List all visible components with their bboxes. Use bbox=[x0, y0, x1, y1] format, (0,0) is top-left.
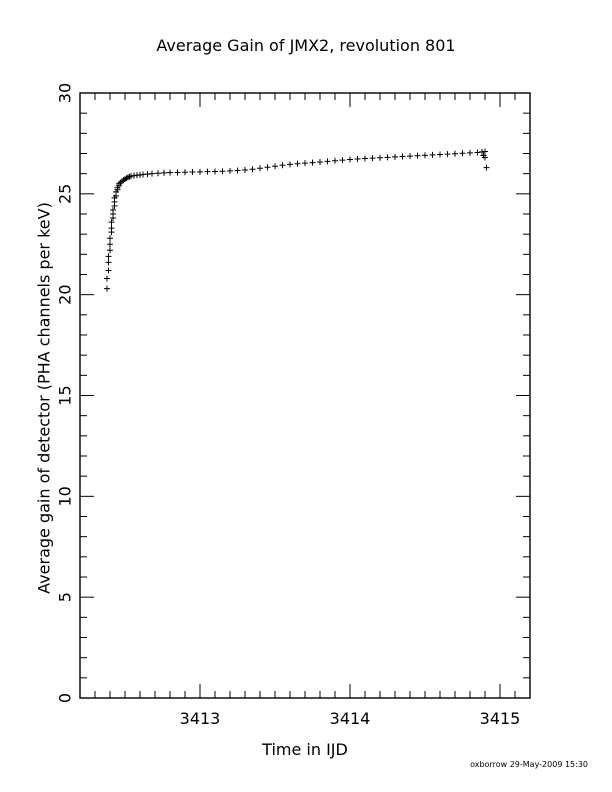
data-point bbox=[264, 164, 271, 171]
data-point bbox=[107, 247, 113, 254]
data-point bbox=[483, 164, 490, 171]
data-point bbox=[482, 154, 488, 161]
data-point bbox=[392, 153, 398, 160]
plot-frame bbox=[79, 92, 531, 699]
data-point bbox=[332, 157, 338, 164]
data-point bbox=[182, 169, 188, 176]
data-point bbox=[212, 168, 218, 175]
data-point bbox=[384, 154, 391, 161]
data-point bbox=[161, 169, 167, 176]
data-point bbox=[339, 157, 346, 164]
data-point bbox=[369, 155, 376, 162]
y-tick-label: 5 bbox=[56, 592, 75, 602]
data-point bbox=[155, 170, 161, 177]
data-point bbox=[429, 151, 436, 158]
data-point bbox=[105, 259, 112, 266]
data-point bbox=[108, 225, 115, 232]
y-tick-label: 25 bbox=[56, 184, 75, 204]
data-point bbox=[452, 150, 458, 157]
footer-stamp: oxborrow 29-May-2009 15:30 bbox=[470, 760, 588, 769]
y-tick-label: 10 bbox=[56, 486, 75, 506]
data-point bbox=[257, 165, 263, 172]
data-point bbox=[227, 167, 233, 174]
y-tick-label: 0 bbox=[56, 693, 75, 703]
axis-tick-labels: 0 5 10 15 20 25 30 3413 3414 3415 bbox=[56, 83, 521, 728]
y-tick-label: 30 bbox=[56, 83, 75, 103]
x-tick-label: 3414 bbox=[330, 709, 371, 728]
data-point bbox=[104, 275, 110, 282]
data-point bbox=[189, 169, 196, 176]
data-point bbox=[110, 206, 116, 213]
data-point bbox=[204, 168, 211, 175]
data-point bbox=[354, 155, 361, 162]
data-point bbox=[347, 156, 353, 163]
data-point bbox=[105, 253, 112, 260]
data-point bbox=[467, 149, 473, 156]
data-point bbox=[302, 160, 308, 167]
data-point bbox=[108, 219, 115, 226]
data-point bbox=[242, 167, 248, 174]
x-tick-label: 3415 bbox=[480, 709, 521, 728]
data-point bbox=[294, 160, 301, 167]
data-point bbox=[444, 151, 451, 158]
y-axis-label: Average gain of detector (PHA channels p… bbox=[34, 202, 54, 594]
data-point bbox=[287, 161, 293, 168]
data-point bbox=[482, 148, 488, 155]
data-point bbox=[117, 179, 124, 186]
data-point bbox=[309, 159, 316, 166]
data-point bbox=[407, 153, 413, 160]
data-point bbox=[249, 166, 256, 173]
data-point bbox=[219, 168, 226, 175]
data-points bbox=[104, 148, 490, 292]
data-point bbox=[197, 168, 203, 175]
y-tick-label: 15 bbox=[56, 385, 75, 405]
data-point bbox=[149, 170, 155, 177]
data-point bbox=[272, 163, 278, 170]
data-point bbox=[104, 285, 110, 292]
data-point bbox=[362, 155, 368, 162]
data-point bbox=[399, 153, 406, 160]
data-point bbox=[317, 158, 323, 165]
x-tick-label: 3413 bbox=[180, 709, 221, 728]
data-point bbox=[167, 169, 173, 176]
data-point bbox=[414, 152, 421, 159]
data-point bbox=[437, 151, 443, 158]
data-point bbox=[377, 154, 383, 161]
data-point bbox=[422, 152, 428, 159]
chart-title: Average Gain of JMX2, revolution 801 bbox=[156, 36, 456, 55]
axis-ticks bbox=[79, 92, 531, 699]
data-point bbox=[474, 149, 481, 156]
data-point bbox=[234, 167, 241, 174]
data-point bbox=[174, 169, 181, 176]
data-point bbox=[324, 158, 331, 165]
data-point bbox=[107, 235, 113, 242]
plot-border bbox=[79, 92, 531, 699]
x-axis-label: Time in IJD bbox=[262, 740, 348, 759]
data-point bbox=[459, 150, 466, 157]
data-point bbox=[279, 162, 286, 169]
data-point bbox=[105, 267, 112, 274]
data-point bbox=[107, 241, 113, 248]
y-tick-label: 20 bbox=[56, 284, 75, 304]
